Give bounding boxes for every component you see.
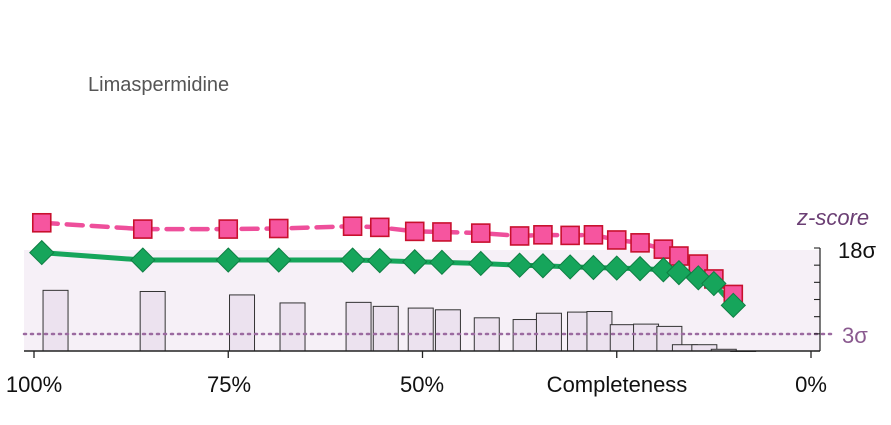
series-2-point bbox=[557, 254, 583, 280]
series-2-point bbox=[215, 247, 241, 273]
series-1-point bbox=[509, 226, 530, 246]
bars-layer bbox=[42, 289, 757, 352]
series-2-point bbox=[604, 255, 630, 281]
series-2-point bbox=[429, 249, 455, 276]
series-1-point bbox=[606, 230, 627, 250]
series-1-point bbox=[132, 219, 153, 239]
series-2-point bbox=[720, 292, 747, 319]
x-tick-label-0: 0% bbox=[795, 372, 827, 397]
y-axis-label-text: z-score bbox=[797, 205, 870, 230]
series-2-point bbox=[468, 250, 494, 277]
axes-layer bbox=[24, 247, 821, 358]
series-2-point bbox=[130, 247, 156, 273]
completeness-bar bbox=[229, 294, 256, 352]
series-2-point bbox=[29, 239, 55, 266]
y-axis-label: z-score bbox=[797, 205, 869, 231]
series-2-point bbox=[266, 247, 292, 273]
series-1-point bbox=[630, 233, 650, 253]
series-2-point bbox=[530, 253, 556, 279]
series-1-point bbox=[342, 216, 363, 237]
x-tick-label-75: 75% bbox=[206, 372, 252, 397]
series-2-point bbox=[367, 247, 393, 274]
completeness-bar bbox=[512, 319, 539, 352]
series-2-point bbox=[506, 252, 533, 278]
completeness-bar bbox=[139, 290, 166, 352]
x-axis-label: Completeness bbox=[546, 372, 688, 397]
series-markers-layer bbox=[29, 212, 747, 319]
series-1-point bbox=[369, 217, 390, 238]
completeness-bar bbox=[42, 289, 69, 352]
series-1-point bbox=[404, 221, 425, 242]
series-1-point bbox=[470, 223, 491, 243]
series-2-point bbox=[402, 249, 428, 275]
completeness-bar bbox=[535, 312, 562, 352]
series-1-point bbox=[583, 225, 604, 245]
series-1-point bbox=[560, 225, 580, 246]
series-1-point bbox=[31, 212, 52, 233]
series-1-point bbox=[218, 219, 239, 239]
series-2-point bbox=[666, 259, 692, 286]
series-2-point bbox=[701, 270, 727, 297]
y-tick-label-18: 18σ bbox=[838, 238, 877, 263]
completeness-bar bbox=[372, 305, 399, 352]
series-1-point bbox=[533, 225, 553, 245]
series-2-point bbox=[580, 254, 607, 281]
series-1-point bbox=[268, 218, 289, 239]
chart-title: Limaspermidine bbox=[88, 74, 230, 96]
completeness-bar bbox=[345, 301, 372, 352]
series-1-point bbox=[432, 222, 452, 242]
series-2-point bbox=[339, 247, 366, 273]
x-tick-label-100: 100% bbox=[5, 372, 63, 397]
completeness-bar bbox=[586, 311, 613, 352]
series-2-point bbox=[627, 255, 653, 282]
completeness-bar bbox=[279, 302, 306, 352]
completeness-bar bbox=[434, 309, 461, 352]
completeness-bar bbox=[633, 323, 660, 352]
completeness-bar bbox=[609, 324, 636, 352]
completeness-bar bbox=[407, 307, 434, 352]
y-tick-label-3: 3σ bbox=[842, 323, 868, 348]
x-tick-label-50: 50% bbox=[399, 372, 445, 397]
